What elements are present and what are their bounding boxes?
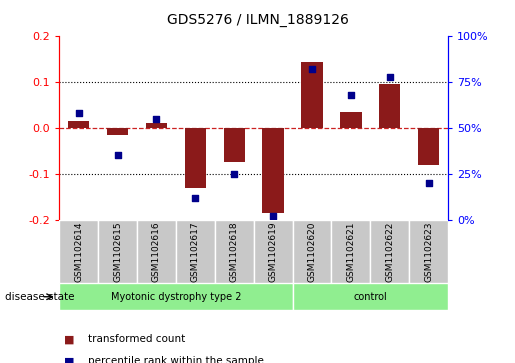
Bar: [68, 121, 90, 128]
Bar: [340, 112, 362, 128]
Bar: [107, 128, 128, 135]
Text: percentile rank within the sample: percentile rank within the sample: [88, 356, 264, 363]
Bar: [332, 220, 370, 283]
Text: control: control: [353, 292, 387, 302]
Point: [230, 171, 238, 177]
Text: GSM1102614: GSM1102614: [74, 221, 83, 282]
Text: GSM1102620: GSM1102620: [307, 221, 316, 282]
Text: GSM1102615: GSM1102615: [113, 221, 122, 282]
Bar: [59, 220, 98, 283]
Bar: [293, 283, 448, 310]
Point: [113, 152, 122, 158]
Text: Myotonic dystrophy type 2: Myotonic dystrophy type 2: [111, 292, 241, 302]
Bar: [224, 128, 245, 162]
Point: [269, 213, 277, 219]
Bar: [176, 220, 215, 283]
Text: transformed count: transformed count: [88, 334, 185, 344]
Bar: [262, 128, 284, 213]
Text: GSM1102617: GSM1102617: [191, 221, 200, 282]
Bar: [215, 220, 253, 283]
Text: disease state: disease state: [5, 292, 75, 302]
Text: GDS5276 / ILMN_1889126: GDS5276 / ILMN_1889126: [166, 13, 349, 27]
Text: GSM1102623: GSM1102623: [424, 221, 433, 282]
Bar: [370, 220, 409, 283]
Text: GSM1102619: GSM1102619: [269, 221, 278, 282]
Bar: [418, 128, 439, 165]
Bar: [146, 123, 167, 128]
Point: [386, 74, 394, 79]
Point: [75, 110, 83, 116]
Text: GSM1102621: GSM1102621: [347, 221, 355, 282]
Bar: [301, 61, 323, 128]
Text: ■: ■: [64, 334, 75, 344]
Point: [424, 180, 433, 186]
Text: GSM1102618: GSM1102618: [230, 221, 238, 282]
Bar: [379, 85, 401, 128]
Point: [347, 92, 355, 98]
Bar: [98, 220, 137, 283]
Bar: [293, 220, 332, 283]
Bar: [137, 220, 176, 283]
Bar: [59, 283, 293, 310]
Point: [308, 66, 316, 72]
Point: [152, 116, 161, 122]
Text: GSM1102616: GSM1102616: [152, 221, 161, 282]
Bar: [184, 128, 206, 188]
Point: [191, 195, 199, 200]
Text: GSM1102622: GSM1102622: [385, 221, 394, 282]
Text: ■: ■: [64, 356, 75, 363]
Bar: [409, 220, 448, 283]
Bar: [253, 220, 293, 283]
